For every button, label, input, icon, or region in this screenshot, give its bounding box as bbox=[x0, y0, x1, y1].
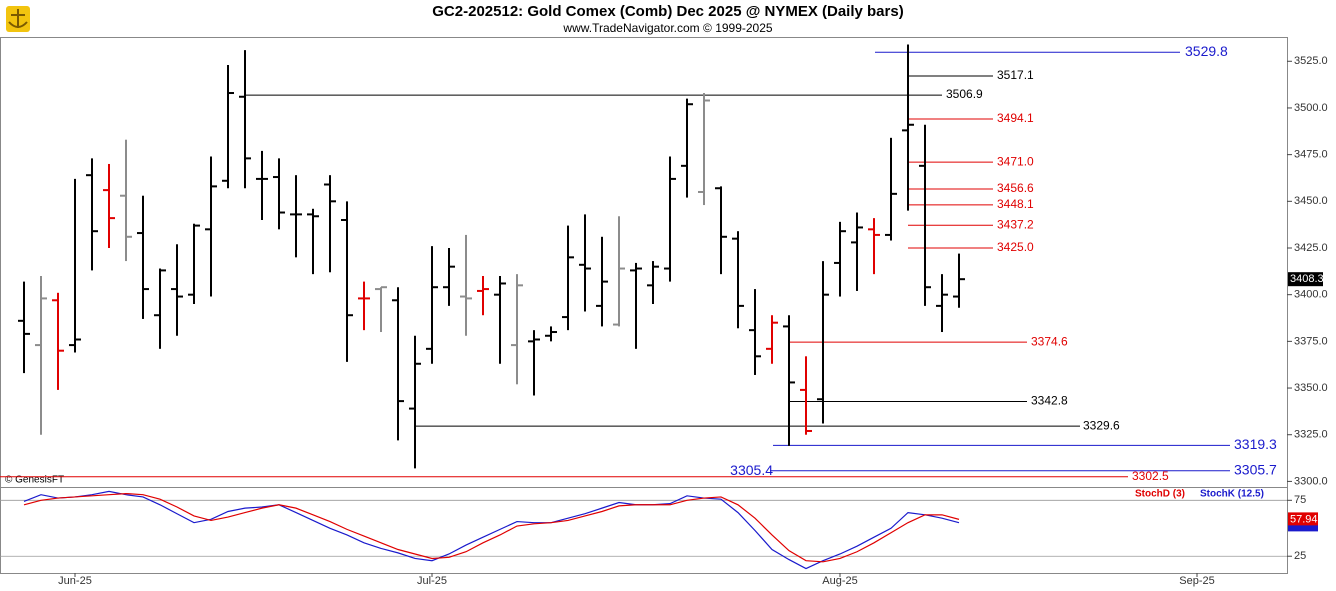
level-label: 3494.1 bbox=[997, 111, 1034, 125]
level-label: 3437.2 bbox=[997, 217, 1034, 231]
level-label: 3529.8 bbox=[1185, 43, 1228, 59]
level-label: 3506.9 bbox=[946, 87, 983, 101]
level-label: 3305.7 bbox=[1234, 461, 1277, 477]
level-label: 3448.1 bbox=[997, 197, 1034, 211]
y-tick-label: 75 bbox=[1294, 494, 1306, 506]
level-label: 3456.6 bbox=[997, 181, 1034, 195]
last-value-label: 57.94 bbox=[1290, 513, 1318, 525]
x-tick-label: Jun-25 bbox=[58, 575, 92, 587]
level-label: 3319.3 bbox=[1234, 436, 1277, 452]
level-label: 3425.0 bbox=[997, 240, 1034, 254]
y-tick-label: 25 bbox=[1294, 550, 1306, 562]
last-value-box bbox=[1288, 512, 1318, 526]
y-tick-label: 3375.0 bbox=[1294, 335, 1328, 347]
y-tick-label: 3500.0 bbox=[1294, 102, 1328, 114]
level-label: 3374.6 bbox=[1031, 334, 1068, 348]
y-tick-label: 3300.0 bbox=[1294, 475, 1328, 487]
x-tick-label: Jul-25 bbox=[417, 575, 447, 587]
y-tick-label: 3450.0 bbox=[1294, 195, 1328, 207]
y-tick-label: 3325.0 bbox=[1294, 429, 1328, 441]
x-tick-label: Aug-25 bbox=[822, 575, 857, 587]
legend-entry: StochK (12.5) bbox=[1200, 489, 1264, 500]
level-label: 3471.0 bbox=[997, 154, 1034, 168]
level-label: 3305.4 bbox=[730, 462, 773, 478]
stoch-line bbox=[23, 492, 960, 563]
level-label: 3517.1 bbox=[997, 68, 1034, 82]
legend-entry: StochD (3) bbox=[1135, 489, 1185, 500]
chart-subtitle: www.TradeNavigator.com © 1999-2025 bbox=[562, 21, 772, 35]
last-price-label: 3408.3 bbox=[1290, 273, 1324, 285]
level-label: 3302.5 bbox=[1132, 469, 1169, 483]
level-label: 3342.8 bbox=[1031, 394, 1068, 408]
stoch-line bbox=[23, 490, 960, 570]
logo bbox=[6, 6, 30, 32]
y-tick-label: 3425.0 bbox=[1294, 242, 1328, 254]
y-tick-label: 3525.0 bbox=[1294, 55, 1328, 67]
level-label: 3329.6 bbox=[1083, 418, 1120, 432]
y-tick-label: 3400.0 bbox=[1294, 289, 1328, 301]
y-tick-label: 3475.0 bbox=[1294, 149, 1328, 161]
plot-frame bbox=[0, 37, 1288, 574]
x-tick-label: Sep-25 bbox=[1179, 575, 1214, 587]
watermark: © GenesisFT bbox=[5, 475, 64, 486]
last-price-box bbox=[1288, 272, 1323, 287]
chart-title: GC2-202512: Gold Comex (Comb) Dec 2025 @… bbox=[432, 3, 903, 20]
y-tick-label: 3350.0 bbox=[1294, 382, 1328, 394]
